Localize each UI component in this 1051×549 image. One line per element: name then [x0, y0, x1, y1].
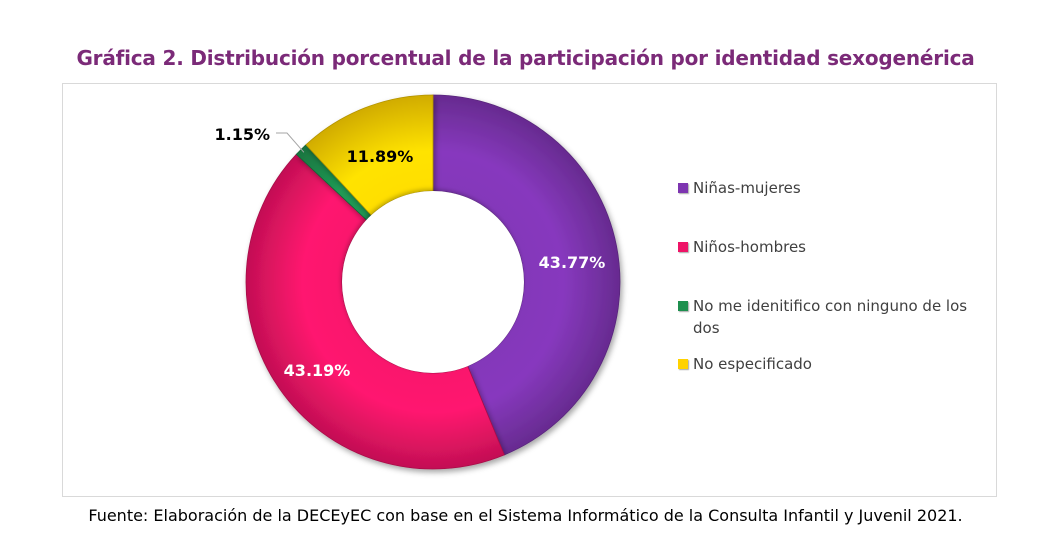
data-label-ninas-mujeres: 43.77%	[539, 253, 606, 272]
legend-item-no-especificado: No especificado	[678, 353, 988, 375]
legend-swatch-no-identifico	[678, 301, 688, 311]
legend-item-ninas-mujeres: Niñas-mujeres	[678, 177, 988, 199]
legend-label-ninas-mujeres: Niñas-mujeres	[693, 179, 801, 197]
legend-label-ninos-hombres: Niños-hombres	[693, 238, 806, 256]
legend-swatch-ninas-mujeres	[678, 183, 688, 193]
slice-ninas-mujeres	[432, 94, 621, 456]
leader-line-no-identifico	[276, 132, 305, 153]
data-label-ninos-hombres: 43.19%	[284, 361, 351, 380]
chart-title: Gráfica 2. Distribución porcentual de la…	[76, 46, 975, 70]
legend-item-no-identifico: No me idenitifico con ninguno de los dos	[678, 295, 988, 339]
legend-swatch-ninos-hombres	[678, 242, 688, 252]
source-note: Fuente: Elaboración de la DECEyEC con ba…	[88, 506, 963, 525]
legend-item-ninos-hombres: Niños-hombres	[678, 236, 988, 258]
donut-hole	[342, 191, 524, 373]
data-label-no-especificado: 11.89%	[347, 147, 414, 166]
data-label-no-identifico: 1.15%	[214, 125, 270, 144]
legend-swatch-no-especificado	[678, 359, 688, 369]
legend-label-no-identifico: No me idenitifico con ninguno de los dos	[693, 297, 968, 337]
legend-label-no-especificado: No especificado	[693, 355, 812, 373]
